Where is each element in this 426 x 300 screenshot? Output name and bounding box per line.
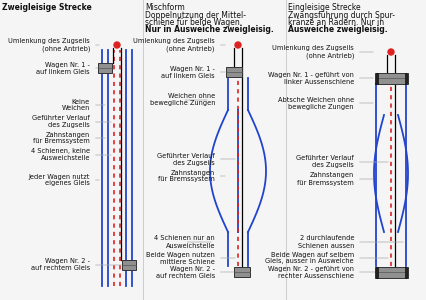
Text: Geführter Verlauf
des Zugseils: Geführter Verlauf des Zugseils (32, 116, 111, 128)
Circle shape (388, 49, 394, 55)
Circle shape (235, 42, 241, 48)
Text: 4 Schienen nur an
Ausweichstelle: 4 Schienen nur an Ausweichstelle (154, 236, 215, 248)
Bar (234, 267, 250, 277)
Circle shape (114, 42, 120, 48)
Text: 2 durchlaufende
Schienen aussen: 2 durchlaufende Schienen aussen (298, 236, 403, 248)
Text: Wagen Nr. 1 -
auf linkem Gleis: Wagen Nr. 1 - auf linkem Gleis (161, 65, 225, 79)
Text: 4 Schienen, keine
Ausweichstelle: 4 Schienen, keine Ausweichstelle (31, 148, 111, 161)
Text: Umlenkung des Zugseils
(ohne Antrieb): Umlenkung des Zugseils (ohne Antrieb) (272, 45, 373, 59)
Text: Beide Wagen nutzen
mittlere Schiene: Beide Wagen nutzen mittlere Schiene (146, 251, 235, 265)
Text: Zahnstangen
für Bremssystem: Zahnstangen für Bremssystem (297, 172, 373, 185)
Text: Umlenkung des Zugseils
(ohne Antrieb): Umlenkung des Zugseils (ohne Antrieb) (133, 38, 225, 52)
Text: Geführter Verlauf
des Zugseils: Geführter Verlauf des Zugseils (296, 155, 388, 169)
Text: Geführter Verlauf
des Zugseils: Geführter Verlauf des Zugseils (157, 152, 235, 166)
Text: Nur in Ausweiche zweigleisig.: Nur in Ausweiche zweigleisig. (145, 26, 274, 34)
Bar (405, 73, 408, 83)
Bar (226, 67, 242, 77)
Bar (376, 266, 406, 278)
Text: Keine
Weichen: Keine Weichen (62, 98, 105, 112)
Text: Wagen Nr. 1 - geführt von
linker Aussenschiene: Wagen Nr. 1 - geführt von linker Aussens… (268, 71, 373, 85)
Text: Wagen Nr. 2 - geführt von
rechter Aussenschiene: Wagen Nr. 2 - geführt von rechter Aussen… (268, 266, 403, 278)
Text: Zahnstangen
für Bremssystem: Zahnstangen für Bremssystem (158, 169, 225, 182)
Text: Zwangsführung durch Spur-: Zwangsführung durch Spur- (288, 11, 395, 20)
Bar (374, 266, 377, 278)
Bar (376, 73, 406, 83)
Text: Doppelnutzung der Mittel-: Doppelnutzung der Mittel- (145, 11, 246, 20)
Text: Zahnstangen
für Bremssystem: Zahnstangen für Bremssystem (33, 131, 105, 145)
Bar (98, 63, 112, 73)
Text: Jeder Wagen nutzt
eigenes Gleis: Jeder Wagen nutzt eigenes Gleis (29, 173, 99, 187)
Text: kränze an Rädern. Nur in: kränze an Rädern. Nur in (288, 18, 384, 27)
Text: Beide Wagen auf selbem
Gleis, ausser in Ausweiche: Beide Wagen auf selbem Gleis, ausser in … (265, 251, 388, 265)
Text: Umlenkung des Zugseils
(ohne Antrieb): Umlenkung des Zugseils (ohne Antrieb) (8, 38, 99, 52)
Text: Weichen ohne
bewegliche Zungen: Weichen ohne bewegliche Zungen (150, 94, 215, 106)
Text: schiene für beide Wagen.: schiene für beide Wagen. (145, 18, 242, 27)
Text: Eingleisige Strecke: Eingleisige Strecke (288, 3, 361, 12)
Text: Mischform: Mischform (145, 3, 185, 12)
Bar (374, 73, 377, 83)
Text: Wagen Nr. 2 -
auf rechtem Gleis: Wagen Nr. 2 - auf rechtem Gleis (156, 266, 245, 278)
Text: Abtsche Weichen ohne
bewegliche Zungen: Abtsche Weichen ohne bewegliche Zungen (278, 97, 373, 110)
Text: Ausweiche zweigleisig.: Ausweiche zweigleisig. (288, 26, 388, 34)
Bar (405, 266, 408, 278)
Text: Zweigleisige Strecke: Zweigleisige Strecke (2, 3, 92, 12)
Text: Wagen Nr. 2 -
auf rechtem Gleis: Wagen Nr. 2 - auf rechtem Gleis (31, 259, 129, 272)
Bar (122, 260, 136, 270)
Text: Wagen Nr. 1 -
auf linkem Gleis: Wagen Nr. 1 - auf linkem Gleis (36, 61, 99, 74)
